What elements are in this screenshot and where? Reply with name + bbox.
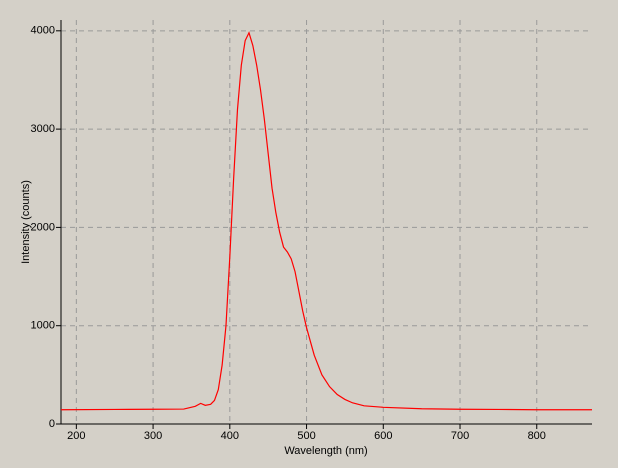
x-tick-label: 800	[528, 430, 546, 442]
y-axis-label: Intensity (counts)	[20, 180, 32, 264]
x-tick-label: 300	[144, 430, 162, 442]
y-tick-label: 3000	[31, 123, 55, 135]
x-tick-label: 400	[221, 430, 239, 442]
spectrum-line	[60, 31, 592, 411]
x-tick-label: 200	[67, 430, 85, 442]
x-tick-label: 500	[297, 430, 315, 442]
y-tick-label: 0	[49, 418, 55, 430]
x-axis-label: Wavelength (nm)	[284, 445, 367, 457]
x-tick-label: 600	[374, 430, 392, 442]
y-tick-label: 1000	[31, 320, 55, 332]
y-tick-label: 4000	[31, 25, 55, 37]
x-tick-label: 700	[451, 430, 469, 442]
y-tick-label: 2000	[31, 221, 55, 233]
